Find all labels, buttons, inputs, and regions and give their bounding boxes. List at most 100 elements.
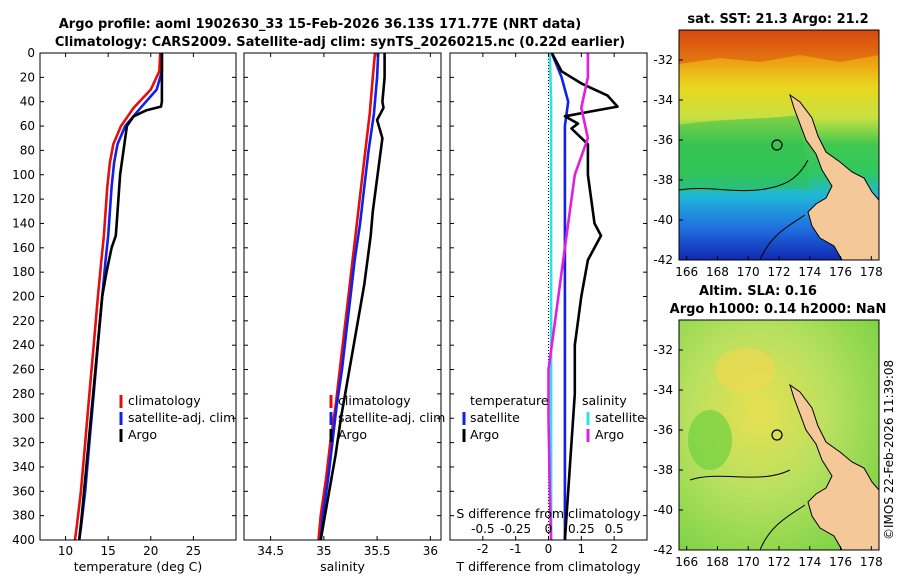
y-tick-label: 340: [12, 460, 35, 474]
map-x-tick-label: 172: [768, 555, 791, 569]
x-tick-label-s: 0: [545, 522, 553, 536]
x-tick-label: -1: [510, 542, 522, 556]
map-y-tick-label: -40: [653, 213, 673, 227]
temperature-panel: 10 15 20 25 0 20 40 60 80 100 120 140 160 180 200 220 24…: [12, 46, 237, 574]
y-tick-label: 280: [12, 387, 35, 401]
map-x-tick-label: 174: [798, 555, 821, 569]
y-tick-label: 160: [12, 241, 35, 255]
sla-map-title-1: Altim. SLA: 0.16: [699, 284, 817, 299]
x-tick-label: 25: [186, 544, 201, 558]
map-y-tick-label: -38: [653, 463, 673, 477]
legend-temperature-title: temperature: [470, 393, 549, 408]
series-s-argo: [547, 53, 590, 541]
y-tick-label: 380: [12, 509, 35, 523]
sst-map-panel: sat. SST: 21.3 Argo: 21.2 166 168 170 172 17…: [653, 12, 882, 279]
x-tick-label-s: -0.5: [471, 522, 494, 536]
x-axis-label: T difference from climatology: [455, 559, 641, 574]
map-y-tick-label: -32: [653, 53, 673, 67]
series-argo: [77, 53, 164, 541]
sla-map-panel: Altim. SLA: 0.16 Argo h1000: 0.14 h2000:…: [653, 284, 886, 569]
y-tick-label: 60: [20, 119, 35, 133]
y-tick-label: 400: [12, 533, 35, 547]
map-x-tick-label: 168: [706, 555, 729, 569]
salinity-legend: climatology satellite-adj. clim Argo: [329, 393, 445, 442]
legend-climatology: climatology: [128, 393, 201, 408]
title-line-1: Argo profile: aoml 1902630_33 15-Feb-202…: [59, 17, 581, 32]
title-line-2: Climatology: CARS2009. Satellite-adj cli…: [55, 35, 625, 50]
legend-t-argo: Argo: [470, 427, 499, 442]
sla-map-title-2: Argo h1000: 0.14 h2000: NaN: [670, 302, 887, 317]
y-tick-label: 140: [12, 216, 35, 230]
map-y-tick-label: -34: [653, 383, 673, 397]
sla-contour: [689, 469, 806, 550]
map-y-tick-label: -36: [653, 423, 673, 437]
y-tick-label: 120: [12, 192, 35, 206]
map-x-tick-label: 166: [675, 265, 698, 279]
x-tick-label: -2: [477, 542, 489, 556]
x-tick-label: 36: [423, 544, 438, 558]
legend-argo: Argo: [338, 427, 367, 442]
y-tick-label: 220: [12, 314, 35, 328]
map-x-tick-label: 170: [737, 265, 760, 279]
map-y-tick-label: -36: [653, 133, 673, 147]
x-tick-label: 2: [610, 542, 618, 556]
legend-climatology: climatology: [338, 393, 411, 408]
map-x-tick-label: 178: [860, 555, 883, 569]
map-y-tick-label: -38: [653, 173, 673, 187]
x-axis-label: salinity: [320, 559, 365, 574]
x-tick-label: 35.5: [364, 544, 391, 558]
sla-argo-marker: [771, 429, 783, 441]
map-x-tick-label: 166: [675, 555, 698, 569]
salinity-panel: 34.5 35 35.5 36 salinity: [243, 52, 442, 574]
series-satellite-adj-clim: [319, 52, 380, 541]
y-tick-label: 260: [12, 363, 35, 377]
plot-frame: [243, 52, 442, 541]
sst-warm-patch: [679, 30, 879, 64]
y-tick-label: 40: [20, 95, 35, 109]
x-tick-label: 20: [143, 544, 158, 558]
map-x-tick-label: 172: [768, 265, 791, 279]
map-x-tick-label: 168: [706, 265, 729, 279]
map-x-tick-label: 176: [829, 555, 852, 569]
sst-map-title: sat. SST: 21.3 Argo: 21.2: [687, 12, 868, 27]
x-tick-label: 15: [101, 544, 116, 558]
x-tick-label: 0: [545, 542, 553, 556]
map-y-tick-label: -42: [653, 543, 673, 557]
map-y-tick-label: -32: [653, 343, 673, 357]
temperature-legend: climatology satellite-adj. clim Argo: [119, 393, 235, 442]
sst-front-contour: [679, 159, 809, 260]
plot-frame: [39, 52, 237, 541]
y-tick-label: 240: [12, 338, 35, 352]
series-climatology: [73, 52, 162, 541]
series-climatology: [317, 52, 377, 541]
difference-panel: -2 -1 0 1 2 T difference from climatology S di…: [449, 52, 648, 574]
y-tick-label: 360: [12, 484, 35, 498]
sst-argo-marker: [771, 139, 783, 151]
legend-salinity-title: salinity: [582, 393, 627, 408]
sst-land: [789, 93, 879, 260]
sla-map-ticks: 166 168 170 172 174 176 178 -32 -34 -36 -38 -40 -42: [653, 343, 882, 569]
sla-high-patch: [715, 348, 775, 392]
y-tick-label: 200: [12, 290, 35, 304]
series-s-satellite: [548, 52, 553, 540]
y-tick-label: 0: [27, 46, 35, 60]
map-x-tick-label: 176: [829, 265, 852, 279]
map-y-tick-label: -34: [653, 93, 673, 107]
legend-satellite: satellite-adj. clim: [338, 410, 445, 425]
y-tick-label: 20: [20, 70, 35, 84]
y-tick-label: 180: [12, 265, 35, 279]
series-argo: [319, 53, 386, 541]
x-tick-label: 35: [316, 544, 331, 558]
sst-map-ticks: 166 168 170 172 174 176 178 -32 -34 -36 -38 -40 -42: [653, 53, 882, 279]
legend-argo: Argo: [128, 427, 157, 442]
x-tick-label-s: 0.5: [605, 522, 624, 536]
legend-t-satellite: satellite: [470, 410, 520, 425]
sst-green-tongue: [679, 115, 810, 192]
x-tick-label-s: -0.25: [500, 522, 531, 536]
sla-land: [789, 383, 879, 550]
y-tick-label: 80: [20, 143, 35, 157]
difference-legend: temperature satellite Argo salinity sate…: [462, 393, 645, 442]
map-x-tick-label: 174: [798, 265, 821, 279]
series-t-satellite: [550, 52, 570, 540]
